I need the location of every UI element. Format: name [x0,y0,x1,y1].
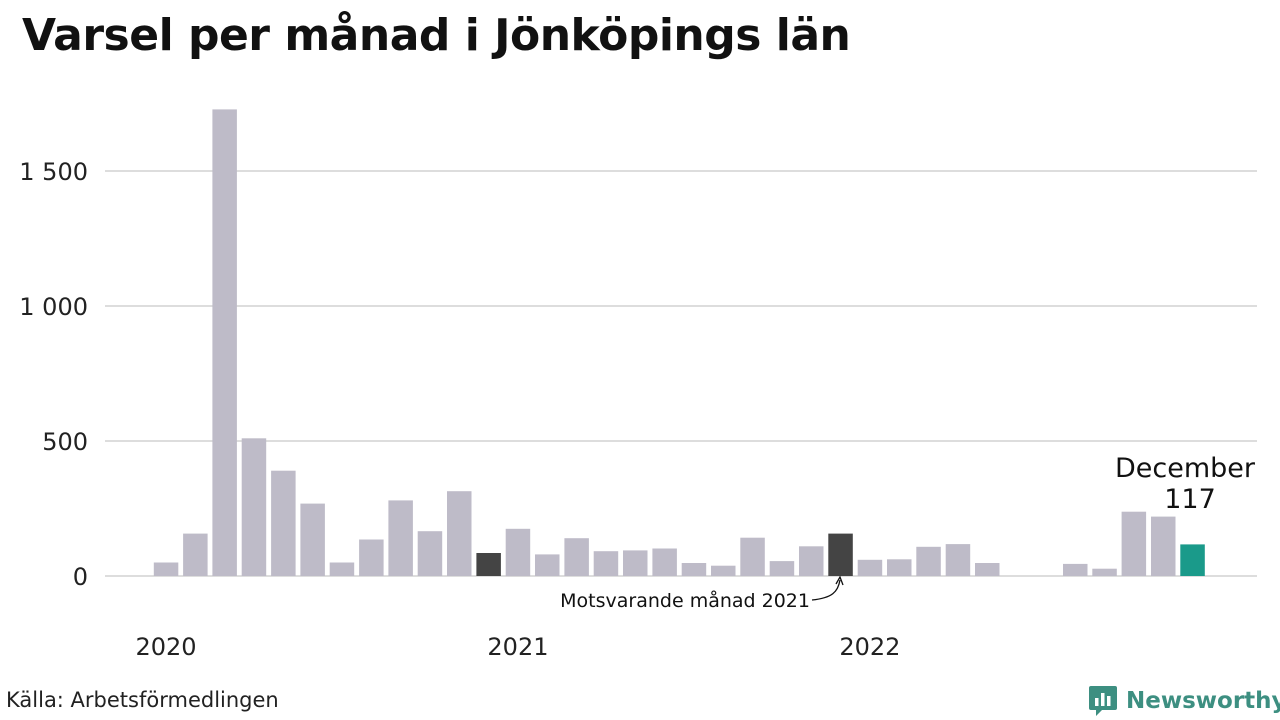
x-tick-label: 2022 [839,633,900,661]
current-month-label: December [1115,453,1256,484]
annotation-arrowhead [835,575,844,586]
newsworthy-icon [1089,686,1117,716]
bar [593,551,619,576]
annotation-arrow [811,579,841,601]
bar [447,491,472,576]
bar-comparison [828,533,853,576]
bar [975,563,1000,576]
bar [212,109,237,577]
bar [271,470,296,576]
bar-current [1180,544,1205,576]
y-tick-label: 0 [73,563,88,591]
bar [623,550,648,576]
bar [153,562,179,576]
bar [505,528,531,577]
bar [535,554,560,576]
source-label: Källa: Arbetsförmedlingen [6,688,279,712]
bar [329,562,355,576]
bar [417,531,443,576]
comparison-annotation-label: Motsvarande månad 2021 [560,589,810,612]
bar [945,544,971,576]
bar [769,561,795,576]
y-tick-label: 1 500 [19,158,88,186]
brand-logo: Newsworthy [1088,684,1280,718]
bar [740,537,765,576]
y-tick-label: 500 [42,428,88,456]
bar [300,503,325,576]
y-tick-label: 1 000 [19,293,88,321]
bar [564,538,589,576]
bar [241,438,267,576]
x-tick-label: 2020 [135,633,196,661]
bar [388,500,413,576]
bar [183,533,208,576]
bar [359,539,384,576]
bar [1121,511,1147,576]
bar [1151,516,1176,576]
bar [652,548,677,576]
bar-comparison [476,553,501,576]
bar [857,559,883,576]
bar [681,563,707,576]
chart-title: Varsel per månad i Jönköpings län [22,10,851,61]
bar [916,546,941,576]
bar [799,546,824,576]
brand-name: Newsworthy [1126,688,1280,714]
bar [887,559,912,576]
current-value-label: 117 [1164,484,1216,515]
x-tick-label: 2021 [487,633,548,661]
bar [1063,563,1088,576]
bar [1092,568,1117,576]
bar [711,565,736,576]
